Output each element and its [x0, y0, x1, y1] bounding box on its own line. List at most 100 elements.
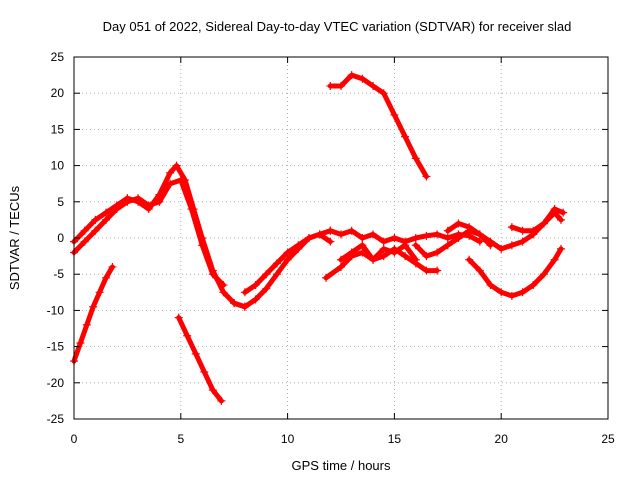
data-point-marker: [390, 110, 399, 119]
data-point-marker: [82, 320, 91, 329]
data-point-marker: [166, 179, 175, 188]
data-point-marker: [559, 208, 568, 217]
data-point-marker: [411, 154, 420, 163]
data-point-marker: [443, 241, 452, 250]
data-point-marker: [358, 234, 367, 242]
data-point-marker: [134, 194, 143, 203]
x-tick-label: 15: [388, 432, 402, 446]
data-point-marker: [240, 288, 249, 297]
data-point-marker: [507, 291, 516, 300]
y-tick-label: 15: [51, 122, 65, 136]
data-point-marker: [401, 252, 410, 261]
tick-marks: [73, 56, 609, 420]
data-point-marker: [322, 273, 331, 282]
data-point-marker: [172, 161, 181, 170]
series-line-arc-2: [71, 177, 226, 288]
data-point-marker: [251, 281, 260, 290]
data-point-marker: [191, 349, 200, 358]
data-point-marker: [174, 313, 183, 322]
data-point-marker: [337, 81, 345, 90]
x-tick-labels: 0 5 10 15 20 25: [71, 432, 615, 446]
data-point-marker: [518, 226, 527, 235]
data-point-marker: [347, 226, 356, 235]
x-tick-label: 5: [177, 432, 184, 446]
data-point-marker: [550, 255, 559, 264]
y-tick-label: 0: [57, 231, 64, 245]
data-point-marker: [411, 241, 420, 250]
data-point-marker: [283, 255, 292, 264]
y-tick-label: -25: [47, 412, 65, 426]
data-point-marker: [240, 302, 249, 311]
data-point-marker: [337, 230, 345, 239]
y-tick-label: -20: [47, 376, 65, 390]
data-point-marker: [166, 168, 175, 177]
data-point-marker: [347, 248, 356, 257]
series-line-arc-4: [176, 315, 224, 404]
data-point-marker: [465, 223, 474, 232]
data-point-marker: [529, 281, 538, 290]
data-point-marker: [390, 248, 399, 257]
data-point-marker: [347, 71, 356, 80]
data-point-marker: [422, 252, 431, 261]
data-point-marker: [422, 231, 431, 240]
data-point-marker: [557, 215, 566, 224]
data-point-marker: [304, 234, 313, 242]
data-point-marker: [497, 288, 506, 297]
data-point-marker: [76, 338, 85, 347]
data-point-marker: [475, 266, 484, 275]
data-point-marker: [183, 331, 192, 340]
data-point-marker: [112, 205, 121, 214]
data-point-marker: [475, 237, 484, 246]
data-point-marker: [443, 234, 452, 242]
y-axis-label: SDTVAR / TECUs: [7, 185, 22, 290]
y-tick-label: -10: [47, 303, 65, 317]
data-point-marker: [358, 74, 367, 83]
data-point-marker: [155, 197, 164, 206]
data-point-marker: [262, 270, 271, 279]
data-point-marker: [219, 288, 228, 297]
data-point-marker: [422, 172, 431, 181]
data-point-marker: [144, 201, 153, 210]
data-point-marker: [401, 132, 410, 141]
data-point-marker: [337, 262, 345, 271]
data-point-marker: [80, 226, 89, 235]
data-point-marker: [200, 367, 209, 376]
data-point-marker: [475, 230, 484, 239]
data-point-marker: [379, 237, 388, 246]
x-axis-label: GPS time / hours: [292, 458, 391, 473]
y-tick-label: 20: [51, 86, 65, 100]
data-point-marker: [369, 230, 378, 239]
y-tick-label: 5: [57, 195, 64, 209]
series-line-arc-6: [231, 228, 333, 310]
data-point-marker: [208, 386, 217, 395]
data-point-marker: [454, 219, 463, 228]
x-tick-label: 10: [281, 432, 295, 446]
series-line-arc-1: [71, 163, 248, 310]
data-point-marker: [507, 241, 516, 250]
data-point-marker: [230, 299, 239, 308]
data-point-marker: [326, 226, 335, 235]
chart-title: Day 051 of 2022, Sidereal Day-to-day VTE…: [103, 19, 572, 34]
data-point-marker: [91, 226, 100, 235]
data-point-marker: [379, 244, 388, 253]
data-point-marker: [95, 288, 104, 297]
data-point-marker: [108, 262, 117, 271]
data-point-marker: [208, 270, 217, 279]
data-point-marker: [529, 226, 538, 235]
data-point-marker: [454, 234, 463, 242]
data-point-marker: [379, 252, 388, 261]
data-point-marker: [443, 226, 452, 235]
data-point-marker: [198, 241, 207, 250]
data-point-marker: [401, 241, 410, 250]
series-line-arc-12: [466, 246, 564, 299]
data-point-marker: [251, 295, 260, 304]
data-point-marker: [379, 89, 388, 98]
data-point-marker: [518, 237, 527, 246]
data-point-marker: [102, 208, 111, 217]
data-point-marker: [294, 241, 303, 250]
data-point-marker: [89, 302, 98, 311]
data-point-marker: [497, 244, 506, 253]
data-point-marker: [433, 248, 442, 257]
data-point-marker: [539, 270, 548, 279]
x-tick-label: 0: [71, 432, 78, 446]
